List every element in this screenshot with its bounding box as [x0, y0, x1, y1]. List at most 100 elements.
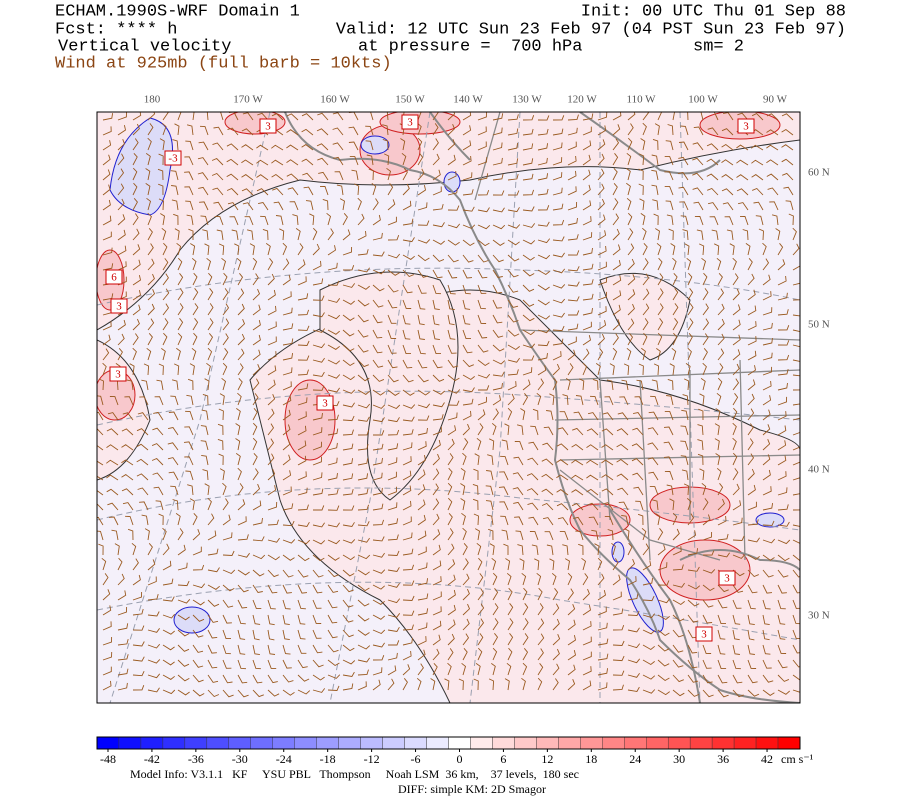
colorbar-tick-label: 24	[629, 752, 641, 766]
map	[97, 112, 800, 703]
latitude-label: 60 N	[808, 167, 830, 179]
contour-label: 3	[115, 369, 121, 381]
colorbar-tick-label: -36	[188, 752, 204, 766]
longitude-label: 150 W	[395, 94, 425, 106]
colorbar-box	[602, 736, 625, 750]
contour-label-box	[316, 395, 334, 411]
forecast: Fcst: **** h	[55, 20, 177, 39]
longitude-label: 180	[144, 94, 161, 106]
colorbar-box	[184, 736, 208, 750]
colorbar-box	[580, 736, 603, 750]
longitude-label: 90 W	[763, 94, 788, 106]
contour-label: 3	[743, 121, 749, 133]
wind-note: Wind at 925mb (full barb = 10kts)	[55, 54, 392, 73]
colorbar-tick-label: 36	[717, 752, 729, 766]
colorbar-tick-label: 42	[761, 752, 773, 766]
colorbar-box	[404, 736, 427, 750]
colorbar-tick-label: -18	[320, 752, 336, 766]
graticule	[97, 112, 800, 703]
colorbar-box	[646, 736, 669, 750]
latitude-label: 50 N	[808, 319, 830, 331]
contour-label-box	[695, 626, 713, 642]
colorbar-box	[755, 736, 779, 750]
field: Vertical velocity	[58, 37, 231, 56]
colorbar-tick-label: -6	[411, 752, 421, 766]
colorbar-box	[470, 736, 493, 750]
latitude-label: 40 N	[808, 464, 830, 476]
valid: Valid: 12 UTC Sun 23 Feb 97 (04 PST Sun …	[336, 20, 846, 39]
colorbar-tick-label: -24	[276, 752, 292, 766]
colorbar-box	[162, 736, 186, 750]
contour-label-box	[718, 570, 736, 586]
colorbar-box	[624, 736, 647, 750]
colorbar-box	[206, 736, 230, 750]
colorbar-frame	[96, 736, 801, 750]
colorbar-box	[536, 736, 559, 750]
colorbar-tick-label: -30	[232, 752, 248, 766]
colorbar-box	[140, 736, 164, 750]
colorbar-tick-label: 6	[500, 752, 506, 766]
contour-label-box	[401, 114, 419, 130]
colorbar-box	[294, 736, 317, 750]
contour-label-box	[164, 150, 182, 166]
diff-info: DIFF: simple KM: 2D Smagor	[398, 782, 546, 796]
map-labels: 180 170 W 160 W 150 W 140 W 130 W 120 W 110 W 10…	[105, 94, 830, 642]
colorbar-box	[514, 736, 537, 750]
colorbar-box	[316, 736, 339, 750]
contour-label: 3	[724, 573, 730, 585]
contour-label: 3	[265, 121, 271, 133]
colorbar-box	[448, 736, 471, 750]
colorbar: -48 -42 -36 -30 -24 -18 -12 -6 0 6 12 18 24 30 36 42 cm …	[96, 736, 814, 766]
longitude-label: 110 W	[626, 94, 656, 106]
colorbar-box	[250, 736, 273, 750]
colorbar-box	[96, 736, 120, 750]
contour-label-box	[737, 118, 755, 134]
colorbar-box	[667, 736, 691, 750]
contour-label-box	[105, 269, 123, 285]
colorbar-tick-label: 18	[585, 752, 597, 766]
colorbar-box	[492, 736, 515, 750]
colorbar-box	[272, 736, 295, 750]
colorbar-box	[777, 736, 801, 750]
positive-areas	[97, 112, 800, 703]
map-frame	[96, 111, 801, 704]
colorbar-box	[338, 736, 361, 750]
longitude-label: 120 W	[567, 94, 597, 106]
colorbar-tick-label: -12	[364, 752, 380, 766]
colorbar-tick-label: 30	[673, 752, 685, 766]
contour-label: -3	[168, 153, 178, 165]
contour-label-box	[109, 366, 127, 382]
colorbar-tick-label: 12	[541, 752, 553, 766]
contour-label: 3	[322, 398, 328, 410]
colorbar-box	[426, 736, 449, 750]
latitude-label: 30 N	[808, 610, 830, 622]
colorbar-box	[711, 736, 735, 750]
title: ECHAM.1990S-WRF Domain 1	[55, 2, 300, 21]
colorbar-tick-label: 0	[456, 752, 462, 766]
model-info: Model Info: V3.1.1 KF YSU PBL Thompson N…	[130, 767, 579, 781]
colorbar-box	[382, 736, 405, 750]
colorbar-tick-label: -48	[100, 752, 116, 766]
longitude-label: 100 W	[688, 94, 718, 106]
colorbar-tick-label: -42	[144, 752, 160, 766]
contour-label: 3	[701, 629, 707, 641]
colorbar-box	[733, 736, 757, 750]
colorbar-box	[228, 736, 251, 750]
smoothing: sm= 2	[693, 37, 744, 56]
colorbar-box	[689, 736, 713, 750]
contour-label: 3	[407, 117, 413, 129]
colorbar-box	[118, 736, 142, 750]
init: Init: 00 UTC Thu 01 Sep 88	[581, 2, 846, 21]
colorbar-unit: cm s⁻¹	[781, 752, 814, 766]
level: at pressure = 700 hPa	[358, 37, 582, 56]
contour-label: 6	[111, 272, 117, 284]
contour-label-box	[110, 298, 128, 314]
colorbar-box	[558, 736, 581, 750]
contour-label: 3	[116, 301, 122, 313]
longitude-label: 160 W	[320, 94, 350, 106]
contour-label-box	[259, 118, 277, 134]
longitude-label: 170 W	[233, 94, 263, 106]
longitude-label: 130 W	[512, 94, 542, 106]
colorbar-box	[360, 736, 383, 750]
longitude-label: 140 W	[453, 94, 483, 106]
